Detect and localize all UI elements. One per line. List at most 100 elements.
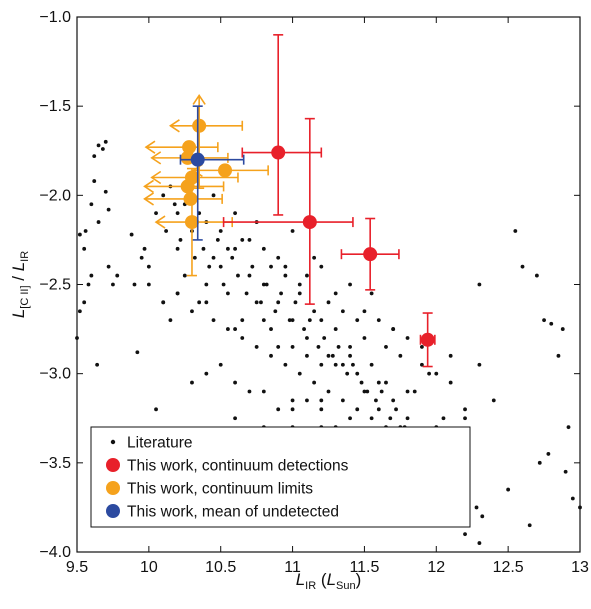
literature-point <box>129 232 134 237</box>
legend-label: This work, continuum limits <box>127 481 313 498</box>
literature-point <box>463 532 467 537</box>
literature-point <box>333 327 338 331</box>
literature-point <box>175 246 180 251</box>
literature-point <box>520 264 525 269</box>
literature-point <box>549 321 554 326</box>
literature-point <box>391 398 396 403</box>
literature-point <box>276 255 281 260</box>
literature-point <box>333 291 338 296</box>
literature-point <box>434 371 439 376</box>
literature-point <box>376 318 381 323</box>
y-label-sub2: IR <box>19 251 31 262</box>
limit-point-left-arrow <box>143 179 154 194</box>
limit-point-left-arrow <box>168 119 180 133</box>
literature-point <box>226 291 230 296</box>
literature-point <box>297 282 302 287</box>
legend-marker <box>106 504 120 518</box>
detection-point <box>241 34 323 216</box>
literature-point <box>259 300 263 305</box>
literature-point <box>161 193 166 198</box>
y-label-main: L <box>9 309 28 318</box>
legend-box <box>90 426 471 528</box>
y-tick-label: −2.5 <box>39 277 71 294</box>
literature-point <box>261 246 266 251</box>
literature-point <box>86 282 91 287</box>
literature-point <box>362 309 367 314</box>
literature-point <box>115 273 120 278</box>
literature-point <box>340 398 345 403</box>
literature-point <box>261 282 266 287</box>
literature-point <box>190 309 194 314</box>
literature-point <box>244 291 249 296</box>
legend-marker <box>106 481 120 495</box>
literature-point <box>172 202 177 207</box>
literature-point <box>204 371 209 376</box>
literature-point <box>376 407 381 412</box>
literature-point <box>215 238 220 242</box>
legend-label: This work, continuum detections <box>127 458 349 475</box>
literature-point <box>319 407 324 412</box>
detection-point-marker <box>271 145 286 160</box>
limit-point-marker <box>184 215 199 230</box>
x-axis-label: LIR (LSun) <box>296 570 362 592</box>
literature-point <box>287 318 292 323</box>
literature-point <box>261 389 266 394</box>
literature-point <box>269 327 273 331</box>
literature-point <box>218 362 223 367</box>
y-tick-label: −3.5 <box>39 455 71 472</box>
x-tick-label: 12.5 <box>493 559 524 576</box>
literature-point <box>345 371 350 376</box>
literature-point <box>226 327 230 331</box>
x-label-unit-sub: Sun <box>336 580 356 592</box>
literature-point <box>302 327 306 331</box>
literature-point <box>261 318 266 323</box>
literature-point <box>221 282 226 287</box>
literature-point <box>204 300 209 305</box>
limit-point-marker <box>183 191 198 206</box>
literature-point <box>359 380 364 385</box>
literature-point <box>250 264 255 269</box>
literature-point <box>355 318 360 323</box>
literature-point <box>207 264 212 269</box>
literature-point <box>355 407 360 412</box>
literature-point <box>405 336 410 340</box>
literature-point <box>537 460 542 465</box>
limit-point-left-arrow <box>150 170 162 185</box>
detection-point <box>419 312 436 368</box>
literature-point <box>448 380 453 385</box>
literature-point <box>477 541 482 545</box>
literature-point <box>563 469 568 474</box>
limit-point <box>191 163 269 178</box>
axis-ticks: 9.5 10 10.5 11 11.5 12 12.5 13 −4.0 −3.5 −3.0 −2.5 −… <box>39 9 589 576</box>
x-label-open: ( <box>316 570 327 589</box>
literature-point <box>283 273 288 278</box>
x-tick-label: 10 <box>140 559 158 576</box>
literature-point <box>240 238 245 242</box>
literature-point <box>297 291 302 296</box>
literature-point <box>218 229 223 233</box>
literature-point <box>340 309 345 314</box>
literature-point <box>348 282 352 287</box>
y-label-slash: / <box>9 271 28 285</box>
literature-point <box>307 318 312 323</box>
y-label-main2: L <box>9 262 28 271</box>
literature-point <box>139 255 144 260</box>
literature-point <box>96 143 101 148</box>
literature-point <box>556 353 561 358</box>
literature-point <box>77 232 82 237</box>
literature-point <box>290 345 295 349</box>
literature-point <box>290 407 295 412</box>
literature-point <box>560 327 565 331</box>
literature-point <box>427 371 431 376</box>
detection-point-marker <box>302 215 317 230</box>
literature-point <box>362 336 367 340</box>
literature-point <box>312 380 317 385</box>
literature-point <box>92 179 97 183</box>
legend-label: Literature <box>127 435 192 452</box>
literature-point <box>204 282 209 287</box>
literature-point <box>269 353 273 358</box>
x-label-sub: IR <box>305 580 316 592</box>
literature-point <box>405 416 410 421</box>
literature-point <box>369 362 374 367</box>
